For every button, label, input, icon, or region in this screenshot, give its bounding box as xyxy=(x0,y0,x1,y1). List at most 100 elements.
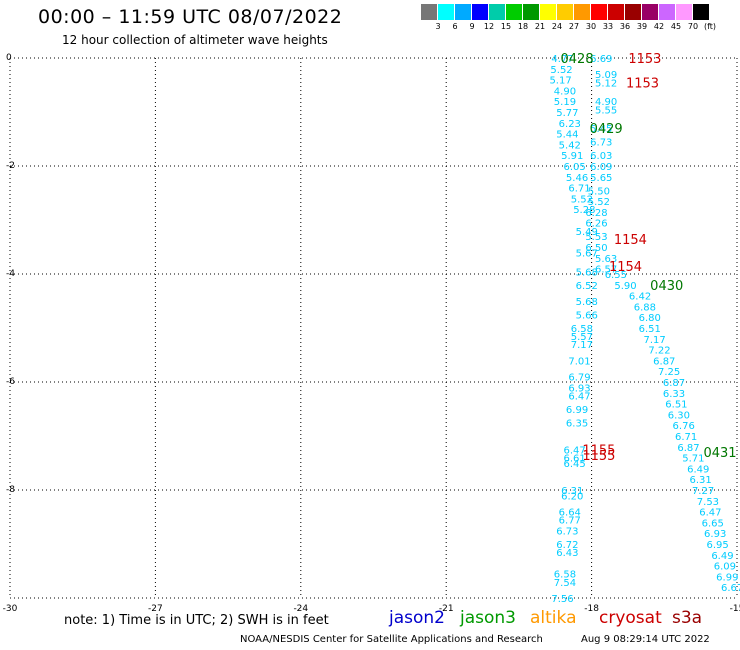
swh-value: 6.79 xyxy=(568,373,590,384)
y-tick-label: -4 xyxy=(6,269,15,279)
colorbar-swatch xyxy=(693,4,710,20)
swh-value: 6.93 xyxy=(568,383,590,394)
swh-value: 6.30 xyxy=(668,410,690,421)
swh-value: 6.51 xyxy=(639,324,661,335)
swh-value: 6.09 xyxy=(590,162,612,173)
y-tick-label: -6 xyxy=(6,377,15,387)
colorbar-tick-label: 27 xyxy=(568,22,580,31)
swh-value: 5.68 xyxy=(576,267,598,278)
colorbar-swatch xyxy=(642,4,659,20)
swh-value: 6.61 xyxy=(564,454,586,465)
swh-value: 6.58 xyxy=(554,570,576,581)
swh-value: 7.17 xyxy=(643,335,665,346)
colorbar-swatch xyxy=(438,4,455,20)
swh-value: 5.65 xyxy=(590,173,612,184)
colorbar-swatch xyxy=(659,4,676,20)
swh-value: 6.52 xyxy=(576,281,598,292)
pass-time-label: 1153 xyxy=(628,52,661,67)
swh-value: 6.58 xyxy=(571,324,593,335)
swh-value: 5.90 xyxy=(614,281,636,292)
colorbar-tick-label: 12 xyxy=(483,22,495,31)
pass-time-label: 0430 xyxy=(650,279,683,294)
swh-value: 6.57 xyxy=(595,265,617,276)
colorbar-swatch xyxy=(557,4,574,20)
pass-time-label: 1153 xyxy=(626,76,659,91)
swh-value: 6.73 xyxy=(556,527,578,538)
colorbar-swatch xyxy=(625,4,642,20)
colorbar-swatch xyxy=(574,4,591,20)
colorbar-tick-label: 9 xyxy=(469,22,475,31)
swh-value: 5.66 xyxy=(576,311,598,322)
pass-time-label: 1155 xyxy=(582,449,615,464)
colorbar-swatch xyxy=(676,4,693,20)
colorbar-swatch xyxy=(489,4,506,20)
swh-value: 6.47 xyxy=(699,508,721,519)
swh-value: 6.87 xyxy=(663,378,685,389)
swh-value: 5.53 xyxy=(585,232,607,243)
swh-value: 6.64 xyxy=(559,508,581,519)
swh-value: 7.53 xyxy=(697,497,719,508)
swh-value: 6.87 xyxy=(677,443,699,454)
swh-value: 6.99 xyxy=(566,405,588,416)
swh-value: 5.91 xyxy=(561,151,583,162)
swh-value: 7.25 xyxy=(658,367,680,378)
colorbar-tick-label: 21 xyxy=(534,22,546,31)
legend-jason2: jason2 xyxy=(389,608,445,628)
colorbar-tick-label: 15 xyxy=(500,22,512,31)
swh-value: 6.65 xyxy=(702,518,724,529)
colorbar-swatch xyxy=(455,4,472,20)
legend-jason3: jason3 xyxy=(460,608,516,628)
colorbar-swatch xyxy=(523,4,540,20)
swh-value: 6.67 xyxy=(721,583,740,594)
swh-value: 6.88 xyxy=(634,302,656,313)
x-tick-label: -21 xyxy=(439,604,454,614)
colorbar-tick-label: (ft) xyxy=(703,22,717,31)
pass-time-label: 1155 xyxy=(582,444,615,459)
colorbar-tick-label: 70 xyxy=(687,22,699,31)
swh-value: 6.73 xyxy=(590,138,612,149)
pass-time-label: 1154 xyxy=(614,233,647,248)
swh-value: 5.46 xyxy=(566,173,588,184)
swh-value: 6.49 xyxy=(711,551,733,562)
colorbar-tick-label: 42 xyxy=(653,22,665,31)
swh-value: 5.52 xyxy=(550,65,572,76)
page-title: 00:00 – 11:59 UTC 08/07/2022 xyxy=(38,6,343,28)
swh-value: 6.31 xyxy=(690,475,712,486)
swh-value: 6.71 xyxy=(675,432,697,443)
swh-value: 6.43 xyxy=(556,548,578,559)
x-tick-label: -30 xyxy=(3,604,18,614)
swh-value: 6.33 xyxy=(663,389,685,400)
swh-value: 6.80 xyxy=(639,313,661,324)
page-subtitle: 12 hour collection of altimeter wave hei… xyxy=(62,33,328,47)
colorbar-tick-label: 6 xyxy=(452,22,458,31)
pass-time-label: 0431 xyxy=(703,446,736,461)
swh-value: 6.71 xyxy=(568,184,590,195)
swh-value: 6.28 xyxy=(585,208,607,219)
swh-value: 5.44 xyxy=(556,130,578,141)
swh-value: 6.23 xyxy=(559,119,581,130)
x-tick-label: -24 xyxy=(293,604,308,614)
swh-value: 7.22 xyxy=(648,346,670,357)
swh-value: 6.03 xyxy=(590,151,612,162)
swh-value: 6.99 xyxy=(716,572,738,583)
swh-value: 7.17 xyxy=(571,340,593,351)
swh-value: 4.77 xyxy=(551,54,573,65)
swh-value: 6.47 xyxy=(568,392,590,403)
swh-value: 6.50 xyxy=(585,243,607,254)
colorbar-swatch xyxy=(421,4,438,20)
colorbar-tick-label: 24 xyxy=(551,22,563,31)
swh-value: 6.51 xyxy=(665,400,687,411)
swh-value: 5.45 xyxy=(590,124,612,135)
colorbar-swatch xyxy=(540,4,557,20)
footnote: note: 1) Time is in UTC; 2) SWH is in fe… xyxy=(64,613,329,628)
colorbar-tick-label: 3 xyxy=(435,22,441,31)
swh-value: 7.54 xyxy=(554,578,576,589)
swh-value: 6.35 xyxy=(566,419,588,430)
pass-time-label: 0428 xyxy=(561,52,594,67)
pass-time-label: 0429 xyxy=(590,122,623,137)
swh-value: 5.49 xyxy=(576,227,598,238)
pass-time-label: 1154 xyxy=(609,260,642,275)
colorbar-swatch xyxy=(608,4,625,20)
colorbar-tick-label: 36 xyxy=(619,22,631,31)
swh-value: 5.28 xyxy=(573,205,595,216)
